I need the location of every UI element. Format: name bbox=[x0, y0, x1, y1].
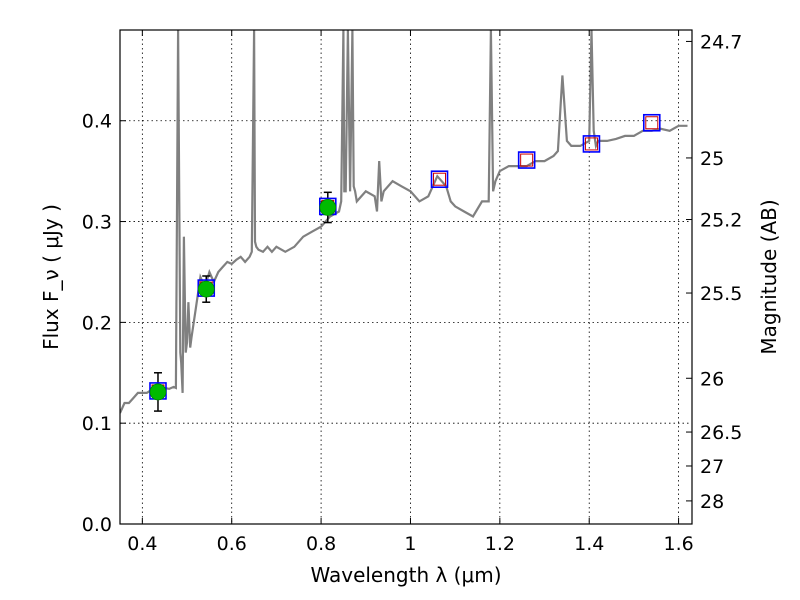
y-right-tick-label: 27 bbox=[700, 456, 724, 478]
y-right-tick-label: 25.5 bbox=[700, 283, 742, 305]
model-box-inner bbox=[433, 172, 447, 186]
x-tick-label: 0.8 bbox=[306, 533, 336, 555]
y-right-tick-label: 24.7 bbox=[700, 31, 742, 53]
observed-point bbox=[197, 280, 215, 298]
y-right-tick-label: 26 bbox=[700, 368, 724, 390]
x-tick-label: 1.4 bbox=[574, 533, 604, 555]
x-tick-label: 1.2 bbox=[485, 533, 515, 555]
y-tick-label: 0.0 bbox=[82, 514, 112, 536]
y-right-tick-label: 25.2 bbox=[700, 210, 742, 232]
y-axis-label: Flux F_ν ( μJy ) bbox=[39, 204, 63, 350]
plot-frame bbox=[119, 29, 693, 525]
observed-point bbox=[149, 383, 167, 401]
model-box bbox=[517, 151, 536, 169]
ticks-layer: 0.4 0.6 0.8 1 1.2 1.4 1.6 0.0 0.1 0.2 0.3 0.4 24.7 25… bbox=[82, 30, 742, 555]
markers-layer bbox=[149, 113, 661, 412]
model-box bbox=[582, 135, 601, 153]
spectrum-layer bbox=[120, 30, 688, 414]
model-box-inner bbox=[645, 116, 659, 130]
y-tick-label: 0.4 bbox=[82, 111, 112, 133]
model-box-inner bbox=[584, 137, 598, 151]
y-right-axis-label: Magnitude (AB) bbox=[757, 199, 781, 354]
x-tick-label: 1 bbox=[404, 533, 416, 555]
x-tick-label: 0.4 bbox=[127, 533, 157, 555]
model-box bbox=[430, 170, 449, 189]
y-tick-label: 0.1 bbox=[82, 413, 112, 435]
x-tick-label: 0.6 bbox=[217, 533, 247, 555]
model-box-inner bbox=[520, 153, 534, 167]
observed-point bbox=[319, 199, 337, 216]
y-right-tick-label: 28 bbox=[700, 491, 724, 513]
x-axis-label: Wavelength λ (μm) bbox=[310, 563, 501, 587]
model-box bbox=[642, 113, 661, 132]
y-right-tick-label: 26.5 bbox=[700, 422, 742, 444]
x-tick-label: 1.6 bbox=[663, 533, 693, 555]
y-tick-label: 0.3 bbox=[82, 212, 112, 234]
y-tick-label: 0.2 bbox=[82, 312, 112, 334]
spectrum-line bbox=[120, 30, 688, 414]
y-right-tick-label: 25 bbox=[700, 148, 724, 170]
